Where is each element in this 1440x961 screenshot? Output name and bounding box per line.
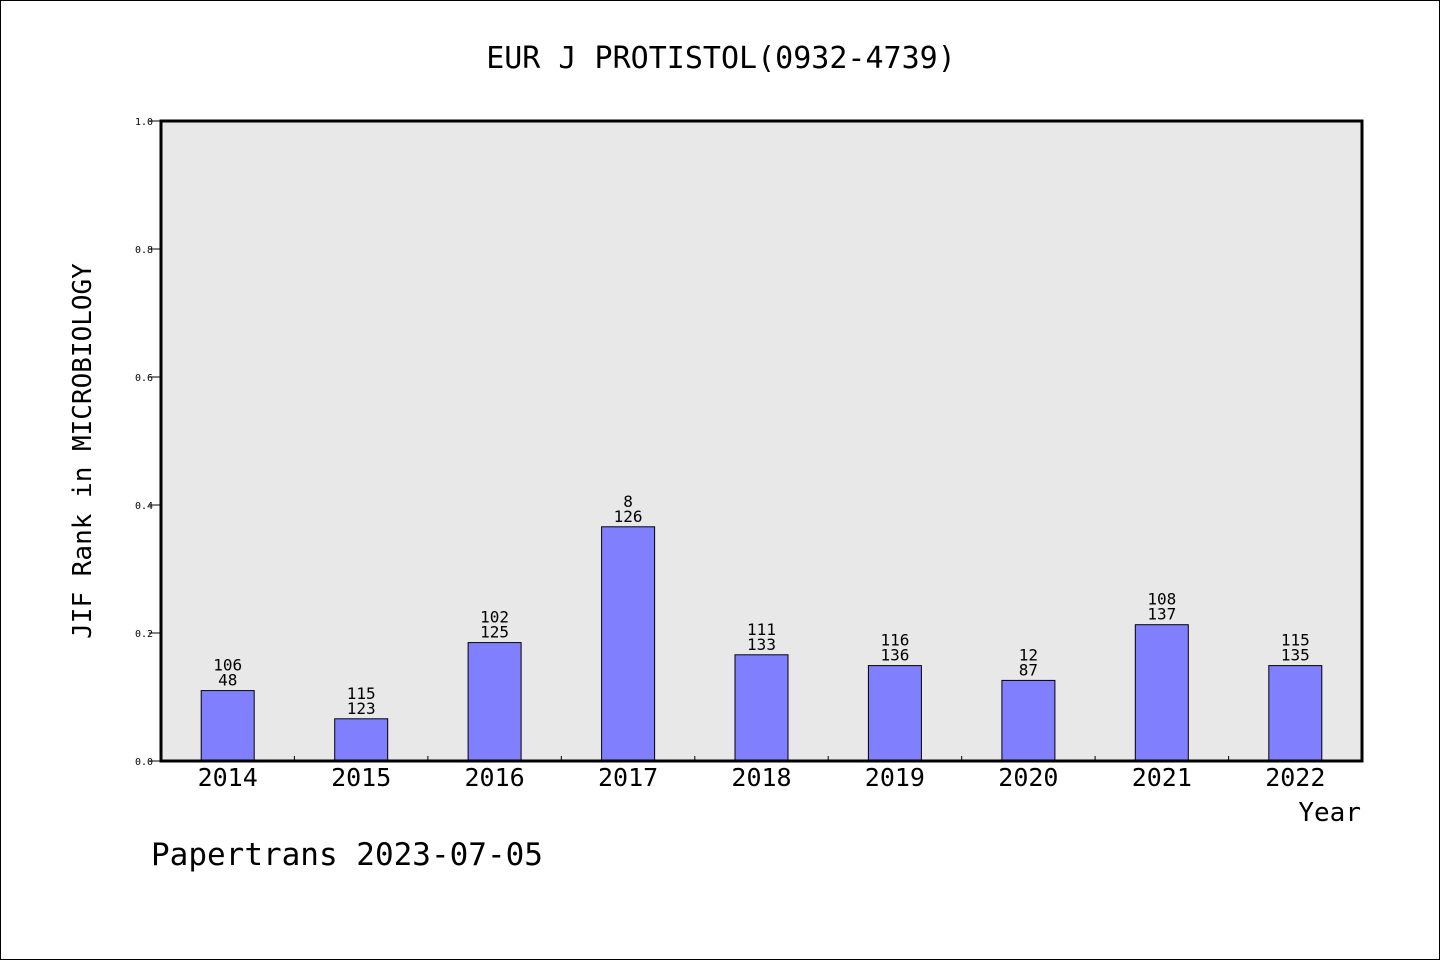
x-tick-label-2017: 2017 [598, 763, 658, 792]
y-tick-label-0.2: 0.2 [135, 629, 153, 640]
bar-total-label-2016: 125 [480, 623, 509, 642]
y-tick-label-0.8: 0.8 [135, 245, 153, 256]
bar-total-label-2021: 137 [1147, 605, 1176, 624]
bar-2015 [334, 718, 389, 762]
bar-2017 [601, 526, 656, 762]
bar-2018 [734, 654, 789, 762]
bar-2014 [200, 690, 255, 762]
bars-group [200, 526, 1323, 762]
y-tick-label-0.4: 0.4 [135, 501, 153, 512]
bar-rank-label-2015: 115 [347, 684, 376, 703]
plot-frame [159, 119, 1364, 763]
chart-title: EUR J PROTISTOL(0932-4739) [486, 41, 956, 76]
bar-total-label-2017: 126 [614, 507, 643, 526]
bar-rank-label-2021: 108 [1147, 590, 1176, 609]
bar-2016 [467, 642, 522, 762]
y-tick-label-1.0: 1.0 [135, 117, 153, 128]
bar-rank-label-2019: 116 [880, 631, 909, 650]
x-tick-label-2014: 2014 [198, 763, 258, 792]
bar-2020 [1001, 679, 1056, 762]
bar-total-label-2019: 136 [880, 646, 909, 665]
bar-total-label-2020: 87 [1019, 660, 1038, 679]
x-tick-label-2016: 2016 [464, 763, 524, 792]
bar-rank-label-2014: 106 [213, 656, 242, 675]
y-axis: 0.0 0.2 0.4 0.6 0.8 1.0 [135, 117, 161, 768]
x-tick-label-2019: 2019 [865, 763, 925, 792]
footer-credit: Papertrans 2023-07-05 [151, 837, 543, 873]
bar-rank-label-2020: 12 [1019, 645, 1038, 664]
bar-total-label-2018: 133 [747, 635, 776, 654]
bar-rank-label-2018: 111 [747, 620, 776, 639]
y-tick-label-0.6: 0.6 [135, 373, 153, 384]
y-tick-label-0.0: 0.0 [135, 757, 153, 768]
x-tick-label-2020: 2020 [998, 763, 1058, 792]
x-tick-label-2015: 2015 [331, 763, 391, 792]
bar-rank-label-2017: 8 [623, 492, 633, 511]
bar-rank-label-2016: 102 [480, 608, 509, 627]
x-axis-label: Year [1298, 798, 1361, 828]
bar-2019 [867, 665, 922, 762]
bar-total-label-2014: 48 [218, 671, 237, 690]
x-axis: 2014 2015 2016 2017 2018 2019 2020 2021 2022 [198, 756, 1325, 792]
bar-total-label-2015: 123 [347, 699, 376, 718]
x-tick-label-2022: 2022 [1265, 763, 1325, 792]
bar-2022 [1268, 665, 1323, 762]
x-tick-label-2021: 2021 [1132, 763, 1192, 792]
bar-total-label-2022: 135 [1281, 646, 1310, 665]
bar-2021 [1134, 624, 1189, 762]
bar-rank-label-2022: 115 [1281, 631, 1310, 650]
y-axis-label: JIF Rank in MICROBIOLOGY [68, 263, 98, 639]
x-tick-label-2018: 2018 [731, 763, 791, 792]
